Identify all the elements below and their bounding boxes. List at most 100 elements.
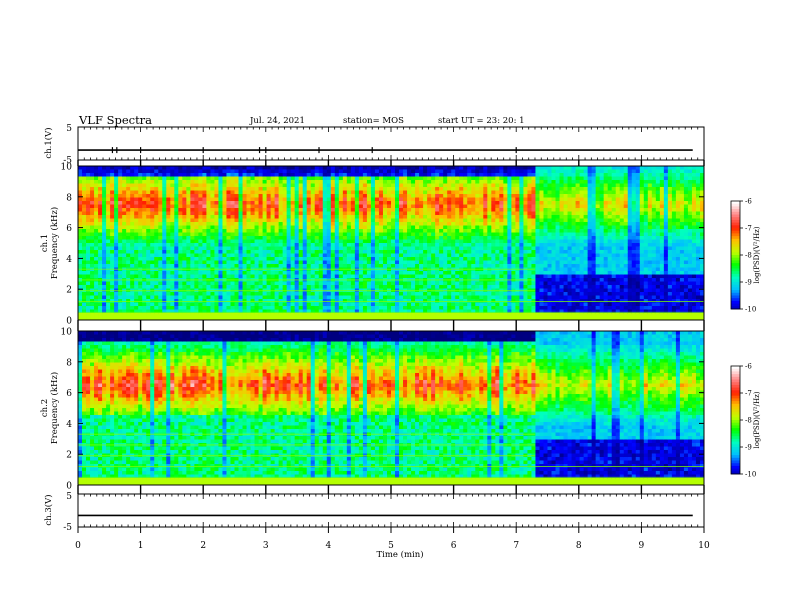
ch1-spectrogram-cell [274,309,280,314]
ch1-spectrogram-cell [386,250,392,254]
ch1-spectrogram-cell [146,274,151,279]
ch1-spectrogram-cell [166,208,171,212]
ch1-spectrogram-cell [150,281,155,286]
ch1-spectrogram-cell [230,229,235,233]
ch1-spectrogram-cell [262,246,267,251]
ch1-spectrogram-cell [423,208,428,212]
ch1-spectrogram-cell [314,169,320,174]
ch1-spectrogram-cell [479,281,484,286]
ch1-spectrogram-cell [182,225,187,230]
ch1-spectrogram-cell [455,225,460,230]
ch1-spectrogram-cell [294,309,300,314]
ch1-spectrogram-cell [302,211,308,216]
ch1-spectrogram-cell [330,285,336,289]
ch1-spectrogram-cell [358,292,364,296]
ch1-spectrogram-cell [495,176,500,181]
ch1-spectrogram-cell [190,197,195,202]
ch1-spectrogram-cell [435,232,440,237]
ch1-spectrogram-cell [314,180,320,184]
ch1-spectrogram-cell [258,306,263,310]
ch1-spectrogram-cell [162,306,167,310]
ch1-spectrogram-cell [419,257,424,261]
ch1-spectrogram-cell [258,239,263,244]
ch1-spectrogram-cell [386,176,392,181]
ch1-spectrogram-cell [90,302,95,307]
ch1-spectrogram-cell [318,173,324,177]
ch1-spectrogram-cell [254,215,259,219]
ch1-spectrogram-cell [186,176,191,181]
ch1-spectrogram-cell [214,250,219,254]
ch1-spectrogram-cell [503,173,508,177]
ch1-spectrogram-cell [342,299,348,303]
ch1-spectrogram-cell [150,285,155,289]
ch1-spectrogram-cell [206,211,211,216]
ch1-spectrogram-cell [354,208,360,212]
ch1-spectrogram-cell [118,295,123,300]
ch1-spectrogram-cell [366,313,372,317]
ch1-spectrogram-cell [270,274,276,279]
ch1-spectrogram-cell [106,204,111,209]
ch1-spectrogram-cell [262,295,267,300]
ch1-spectrogram-cell [162,239,167,244]
ch1-spectrogram-cell [386,274,392,279]
ch1-spectrogram-cell [190,208,195,212]
ch1-spectrogram-cell [210,183,215,188]
ch1-spectrogram-cell [182,176,187,181]
ch1-spectrogram-cell [218,239,223,244]
ch1-spectrogram-cell [126,243,131,247]
ch1-spectrogram-cell [342,232,348,237]
ch1-spectrogram-cell [503,211,508,216]
ch1-spectrogram-cell [298,246,304,251]
ch1-spectrogram-cell [342,169,348,174]
ch1-spectrogram-cell [110,215,115,219]
ch1-spectrogram-cell [90,222,95,226]
ch1-spectrogram-cell [146,243,151,247]
ch1-spectrogram-cell [134,302,139,307]
ch1-spectrogram-cell [427,316,432,321]
ch1-spectrogram-cell [354,250,360,254]
ch1-spectrogram-cell [234,239,239,244]
ch1-spectrogram-cell [443,176,448,181]
ch1-spectrogram-cell [282,274,288,279]
ch1-spectrogram-cell [118,271,123,275]
ch1-spectrogram-cell [170,215,175,219]
ch1-spectrogram-cell [318,306,324,310]
ch1-spectrogram-cell [419,253,424,258]
ch1-spectrogram-cell [130,215,135,219]
ch1-spectrogram-cell [419,243,424,247]
ch1-spectrogram-cell [234,271,239,275]
ch1-spectrogram-cell [130,299,135,303]
ch1-spectrogram-cell [206,215,211,219]
ch1-spectrogram-cell [455,239,460,244]
ch1-spectrogram-cell [142,166,147,170]
ch1-spectrogram-cell [427,239,432,244]
ch1-spectrogram-cell [459,292,464,296]
ch1-spectrogram-cell [190,187,195,191]
ch1-spectrogram-cell [354,201,360,205]
ch1-spectrogram-cell [354,253,360,258]
ch1-spectrogram-cell [146,169,151,174]
ch1-spectrogram-cell [374,173,380,177]
ch1-spectrogram-cell [126,236,131,240]
ch1-spectrogram-cell [254,309,259,314]
ch1-spectrogram-cell [358,243,364,247]
ch1-spectrogram-cell [102,222,107,226]
ch1-spectrogram-cell [310,190,316,195]
ch1-spectrogram-cell [459,243,464,247]
ch1-spectrogram-cell [346,211,352,216]
ch1-spectrogram-cell [427,215,432,219]
ch1-spectrogram-cell [338,281,344,286]
ch1-spectrogram-cell [242,190,247,195]
ch1-spectrogram-cell [282,313,288,317]
ch1-spectrogram-cell [403,183,408,188]
ch1-spectrogram-cell [439,166,444,170]
ch1-spectrogram-cell [338,246,344,251]
ch1-spectrogram-cell [266,295,272,300]
ch1-spectrogram-cell [298,201,304,205]
ch1-spectrogram-cell [138,292,143,296]
ch1-spectrogram-cell [479,316,484,321]
ch1-spectrogram-cell [395,264,400,268]
ch1-spectrogram-cell [90,316,95,321]
ch1-spectrogram-cell [246,169,251,174]
ch1-spectrogram-cell [322,176,328,181]
